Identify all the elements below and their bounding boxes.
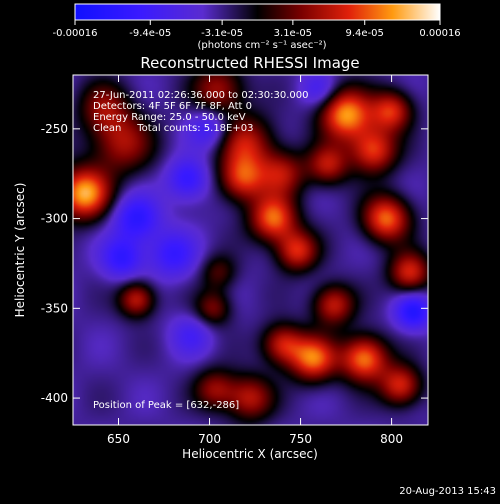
- colorbar: [74, 3, 441, 21]
- annotation-detectors: Detectors: 4F 5F 6F 7F 8F, Att 0: [93, 101, 252, 112]
- colorbar-tick-label: 9.4e-05: [346, 28, 384, 39]
- annotation-time-range: 27-Jun-2011 02:26:36.000 to 02:30:30.000: [93, 90, 309, 101]
- y-tick-label: -350: [41, 301, 68, 315]
- annotation-clean-counts: Clean Total counts: 5.18E+03: [93, 123, 253, 134]
- colorbar-tick-label: -0.00016: [53, 28, 98, 39]
- y-axis-label: Heliocentric Y (arcsec): [13, 183, 27, 318]
- x-tick-label: 650: [107, 432, 130, 446]
- x-tick-label: 700: [198, 432, 221, 446]
- axis-ticks: 650 700 750 800 -400 -350 -300 -250: [41, 75, 428, 446]
- colorbar-tick-label: 0.00016: [419, 28, 460, 39]
- y-tick-label: -400: [41, 391, 68, 405]
- peak-position-label: Position of Peak = [632,-286]: [93, 400, 239, 411]
- plot-frame: [72, 74, 429, 426]
- colorbar-ticks: -0.00016 -9.4e-05 -3.1e-05 3.1e-05 9.4e-05 0.…: [53, 20, 461, 39]
- colorbar-tick-label: -9.4e-05: [129, 28, 171, 39]
- colorbar-tick-label: -3.1e-05: [201, 28, 243, 39]
- x-tick-label: 800: [380, 432, 403, 446]
- chart-title: Reconstructed RHESSI Image: [140, 54, 359, 72]
- heatmap-image: [73, 75, 428, 425]
- x-axis-label: Heliocentric X (arcsec): [182, 447, 318, 461]
- y-tick-label: -250: [41, 122, 68, 136]
- colorbar-tick-label: 3.1e-05: [274, 28, 312, 39]
- y-tick-label: -300: [41, 212, 68, 226]
- annotation-energy-range: Energy Range: 25.0 - 50.0 keV: [93, 112, 246, 123]
- footer-date: 20-Aug-2013 15:43: [399, 486, 496, 497]
- colorbar-unit-label: (photons cm⁻² s⁻¹ asec⁻²): [197, 40, 326, 51]
- x-tick-label: 750: [289, 432, 312, 446]
